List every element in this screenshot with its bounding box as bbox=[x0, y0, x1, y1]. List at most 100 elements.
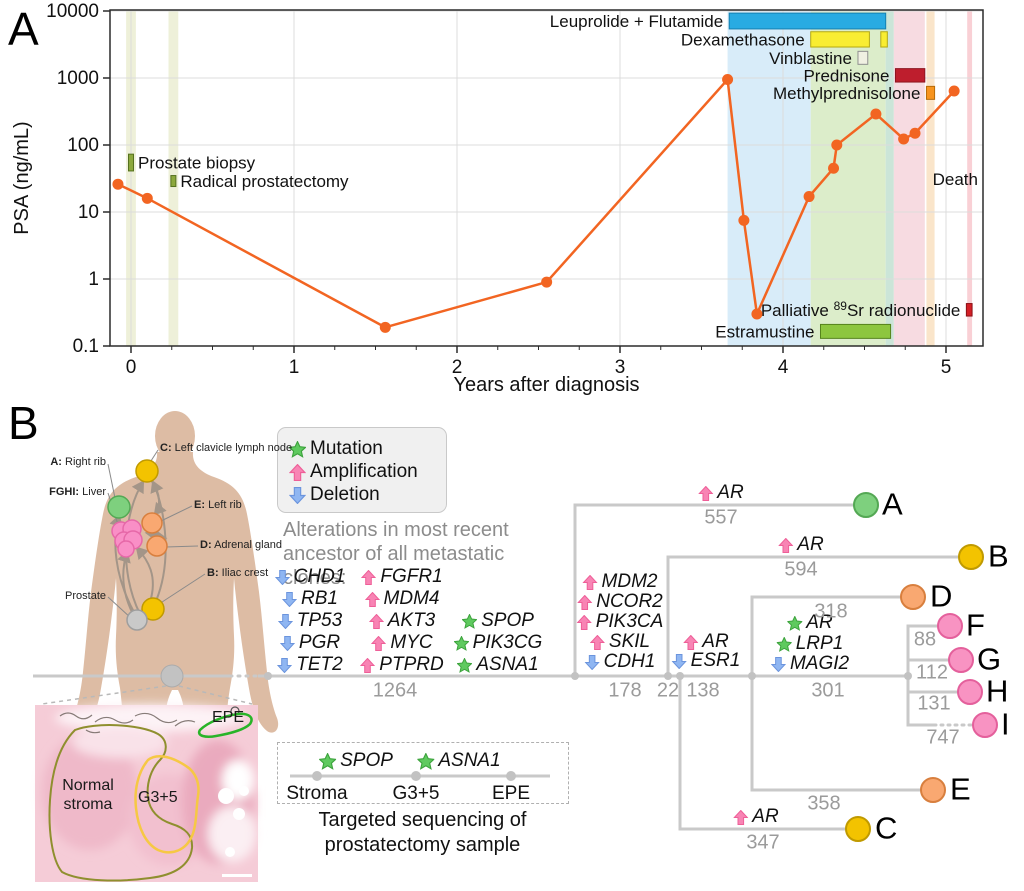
x-tick-label: 4 bbox=[778, 357, 789, 378]
gene-name: MAGI2 bbox=[789, 653, 850, 674]
deletion-icon bbox=[584, 654, 600, 670]
gene-name: TP53 bbox=[296, 610, 343, 631]
gene-item: MDM4 bbox=[364, 588, 439, 610]
mutation-star-icon bbox=[289, 440, 306, 458]
gene-item: TET2 bbox=[277, 654, 343, 676]
psa-point bbox=[738, 214, 750, 226]
mutation-icon bbox=[787, 615, 803, 631]
sample-epe: EPE bbox=[491, 783, 531, 804]
gene-name: CHD1 bbox=[293, 566, 346, 587]
deletion-gene-column: CHD1 RB1 TP53 PGR TET2 bbox=[268, 566, 352, 676]
gene-name: ESR1 bbox=[690, 650, 741, 671]
branch-length-C: 347 bbox=[746, 831, 780, 854]
site-label-fghi: FGHI: Liver bbox=[49, 486, 106, 498]
x-tick-label: 2 bbox=[452, 357, 463, 378]
clone-letter-A: A bbox=[882, 486, 903, 522]
legend-label: Mutation bbox=[310, 438, 383, 459]
site-label-b: B: Iliac crest bbox=[207, 567, 269, 579]
deletion-icon bbox=[671, 653, 687, 669]
event-label: Radical prostatectomy bbox=[180, 172, 349, 191]
treatment-label: Prednisone bbox=[803, 66, 889, 85]
gridlines bbox=[110, 10, 983, 346]
psa-point bbox=[870, 108, 882, 120]
mutation-icon bbox=[776, 636, 792, 652]
panel-b-drawing bbox=[33, 411, 998, 882]
panel-a-letter: A bbox=[8, 3, 39, 55]
x-tick-label: 3 bbox=[615, 357, 626, 378]
x-tick-label: 0 bbox=[126, 357, 137, 378]
gene-name: FGFR1 bbox=[380, 566, 443, 587]
gene-name: SPOP bbox=[481, 610, 534, 631]
site-label-prostate: Prostate bbox=[65, 590, 106, 602]
sample-stroma: Stroma bbox=[286, 783, 348, 804]
branch-gene: MAGI2 bbox=[770, 653, 850, 675]
sample-g35: G3+5 bbox=[392, 783, 440, 804]
branch-gene: CDH1 bbox=[584, 651, 655, 673]
branch-length-A: 557 bbox=[704, 506, 738, 529]
treatment-label: Palliative 89Sr radionuclide bbox=[761, 299, 961, 320]
branch-length-H: 131 bbox=[917, 692, 951, 715]
y-tick-label: 10000 bbox=[46, 1, 99, 22]
axes: 0 1 2 3 4 5 0.1 1 10 100 1000 10000 Years after diag… bbox=[11, 1, 951, 396]
branch-length-seg301: 301 bbox=[811, 679, 845, 702]
event-label: Prostate biopsy bbox=[138, 154, 256, 173]
amplification-icon bbox=[778, 537, 794, 553]
amplification-icon bbox=[698, 485, 714, 501]
gene-item: RB1 bbox=[282, 588, 338, 610]
amplification-icon bbox=[589, 634, 605, 650]
treatment-bar bbox=[728, 12, 887, 30]
amplification-icon bbox=[577, 594, 593, 610]
treatment-label: Methylprednisolone bbox=[773, 84, 920, 103]
clone-letter-G: G bbox=[977, 641, 1002, 677]
branch-gene: ESR1 bbox=[671, 650, 741, 672]
panel-b: B bbox=[0, 400, 1024, 891]
branch-gene: AR bbox=[683, 631, 729, 653]
deletion-icon bbox=[277, 657, 293, 673]
gene-name: PTPRD bbox=[379, 654, 444, 675]
amplification-icon bbox=[364, 591, 380, 607]
gene-item: TP53 bbox=[277, 610, 343, 632]
gene-item: AKT3 bbox=[368, 610, 435, 632]
psa-point bbox=[379, 321, 391, 333]
clone-circle-F bbox=[937, 613, 963, 639]
clone-circles bbox=[845, 492, 998, 842]
gene-name: AR bbox=[752, 806, 779, 827]
treatment-label: Leuprolide + Flutamide bbox=[550, 12, 723, 31]
amplification-icon bbox=[361, 569, 377, 585]
branch-gene: NCOR2 bbox=[577, 591, 663, 613]
targeted-seq-box bbox=[277, 742, 569, 804]
branch-gene: LRP1 bbox=[776, 633, 844, 655]
treatment-bar bbox=[965, 303, 973, 317]
gene-item: PGR bbox=[279, 632, 340, 654]
clone-circle-A bbox=[853, 492, 879, 518]
gene-name: MYC bbox=[390, 632, 433, 653]
branch-length-seg178: 178 bbox=[608, 679, 642, 702]
y-tick-label: 10 bbox=[78, 202, 99, 223]
amplification-icon bbox=[576, 614, 592, 630]
y-tick-label: 100 bbox=[67, 135, 99, 156]
branch-length-G: 112 bbox=[916, 661, 948, 684]
mutation-icon bbox=[462, 613, 478, 629]
clone-circle-B bbox=[958, 544, 984, 570]
psa-point bbox=[112, 178, 124, 190]
deletion-icon bbox=[282, 591, 298, 607]
site-circles bbox=[107, 459, 168, 631]
site-label-d: D: Adrenal gland bbox=[200, 539, 282, 551]
histology-image bbox=[35, 704, 258, 882]
branch-length-E: 358 bbox=[807, 792, 841, 815]
legend-label: Deletion bbox=[310, 484, 380, 505]
treatment-bar bbox=[819, 323, 892, 339]
gene-name: LRP1 bbox=[795, 633, 844, 654]
treatment-bar bbox=[925, 85, 936, 100]
treatment-label: Vinblastine bbox=[769, 49, 852, 68]
gene-name: RB1 bbox=[301, 588, 338, 609]
psa-chart: Leuprolide + FlutamideDexamethasoneVinbl… bbox=[11, 1, 984, 396]
branch-gene: AR bbox=[787, 612, 833, 634]
gene-name: PIK3CG bbox=[472, 632, 543, 653]
psa-point bbox=[898, 133, 910, 145]
branch-length-B: 594 bbox=[784, 558, 818, 581]
clone-letter-H: H bbox=[986, 673, 1009, 709]
branch-gene: AR bbox=[778, 534, 824, 556]
